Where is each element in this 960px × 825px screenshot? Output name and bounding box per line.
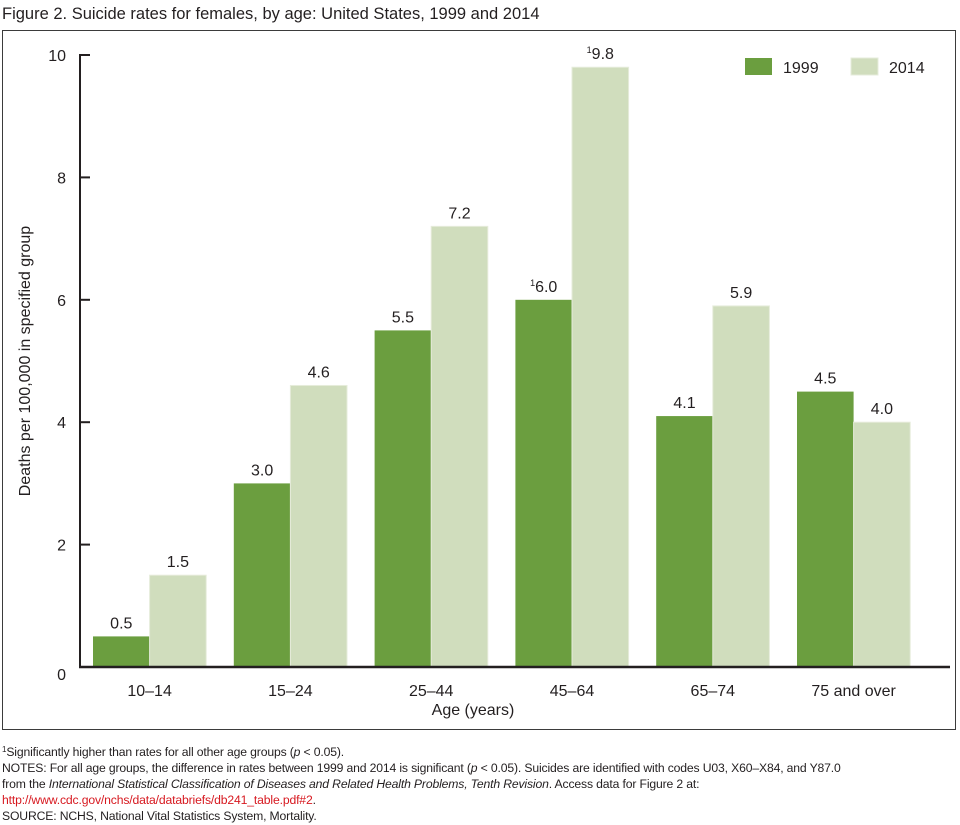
notes-line-2: from the International Statistical Class…: [2, 777, 700, 791]
x-tick-label: 25–44: [409, 683, 454, 700]
y-tick-label: 8: [57, 170, 66, 187]
data-label-value: 5.9: [730, 285, 752, 302]
bar-2014-1: [289, 384, 348, 668]
data-label: 7.2: [448, 205, 470, 222]
footnote-mark: 1: [530, 278, 535, 288]
legend-label-1999: 1999: [783, 60, 819, 77]
data-label: 5.5: [392, 309, 414, 326]
x-tick-label: 15–24: [268, 683, 313, 700]
bar-1999-0: [93, 636, 150, 667]
data-table-link[interactable]: http://www.cdc.gov/nchs/data/databriefs/…: [2, 793, 313, 807]
data-label: 3.0: [251, 462, 273, 479]
data-label-value: 0.5: [110, 615, 132, 632]
bar-1999-2: [374, 330, 432, 667]
data-label-value: 9.8: [592, 46, 614, 63]
y-tick-label: 4: [57, 415, 66, 432]
footnotes: 1Significantly higher than rates for all…: [2, 742, 841, 824]
data-label-value: 6.0: [535, 279, 557, 296]
data-label-value: 5.5: [392, 309, 414, 326]
notes-line-1: NOTES: For all age groups, the differenc…: [2, 761, 841, 775]
x-tick-label: 75 and over: [811, 683, 896, 700]
x-axis-title: Age (years): [432, 702, 515, 719]
data-label: 19.8: [587, 45, 614, 63]
data-label-value: 4.0: [871, 401, 893, 418]
y-tick-label: 2: [57, 538, 66, 555]
bar-2014-3: [571, 66, 630, 668]
legend-label-2014: 2014: [889, 60, 925, 77]
data-label-value: 4.6: [308, 364, 330, 381]
x-axis: 10–14 15–24 25–44 45–64 65–74 75 and over: [79, 665, 950, 700]
x-tick-label: 10–14: [127, 683, 172, 700]
y-tick-label: 6: [57, 293, 66, 310]
data-label: 4.1: [673, 395, 695, 412]
footnote-significance: 1Significantly higher than rates for all…: [2, 745, 345, 759]
data-label-value: 1.5: [167, 554, 189, 571]
y-tick-label: 10: [48, 48, 66, 65]
y-axis-title: Deaths per 100,000 in specified group: [17, 226, 34, 497]
figure-title: Figure 2. Suicide rates for females, by …: [2, 5, 540, 23]
footnote-mark: 1: [587, 45, 592, 55]
legend-swatch-1999: [745, 58, 772, 75]
x-tick-label: 65–74: [691, 683, 736, 700]
bar-2014-5: [853, 421, 911, 668]
bar-1999-1: [233, 483, 291, 667]
bar-2014-0: [149, 574, 207, 668]
legend: 1999 2014: [745, 57, 925, 77]
data-label-value: 4.1: [673, 395, 695, 412]
data-label: 1.5: [167, 554, 189, 571]
bar-1999-4: [656, 416, 713, 667]
y-tick-label: 0: [57, 667, 66, 684]
bar-2014-2: [430, 225, 489, 668]
source-line: SOURCE: NCHS, National Vital Statistics …: [2, 809, 317, 823]
bars: [93, 66, 911, 668]
legend-swatch-2014: [850, 57, 879, 76]
bar-1999-5: [797, 391, 854, 667]
bar-2014-4: [712, 305, 770, 668]
data-label: 4.0: [871, 401, 893, 418]
data-label: 4.6: [308, 364, 330, 381]
data-label: 5.9: [730, 285, 752, 302]
data-label-value: 3.0: [251, 462, 273, 479]
data-labels: 0.51.53.04.65.57.216.019.84.15.94.54.0: [110, 45, 893, 632]
data-label: 0.5: [110, 615, 132, 632]
data-link-line: http://www.cdc.gov/nchs/data/databriefs/…: [2, 793, 316, 807]
y-axis: 0 2 4 6 8 10: [48, 48, 90, 684]
bar-1999-3: [515, 299, 572, 667]
data-label: 4.5: [814, 371, 836, 388]
x-tick-label: 45–64: [550, 683, 595, 700]
chart-panel: [2, 30, 956, 730]
data-label: 16.0: [530, 278, 557, 296]
data-label-value: 4.5: [814, 371, 836, 388]
data-label-value: 7.2: [448, 205, 470, 222]
